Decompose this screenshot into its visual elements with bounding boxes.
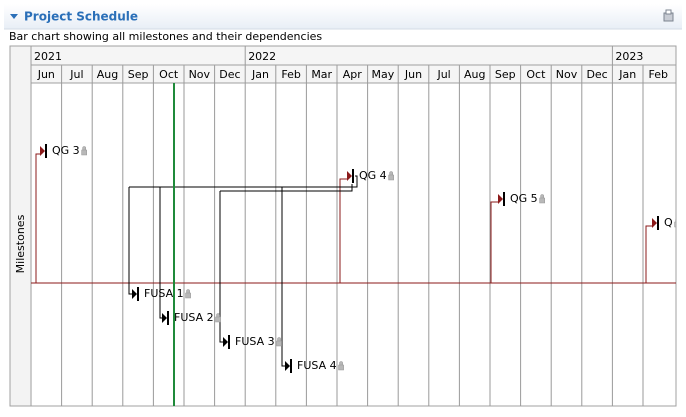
- month-label: Sep: [495, 68, 516, 81]
- month-label: Feb: [649, 68, 668, 81]
- lock-icon: [215, 313, 221, 323]
- milestone-marker: [167, 311, 169, 325]
- month-label: Jan: [251, 68, 269, 81]
- chart-frame: [9, 45, 677, 407]
- phase-connector: [35, 153, 41, 283]
- lock-icon: [276, 337, 282, 347]
- milestone-label: QG 4: [359, 169, 387, 182]
- month-label: May: [372, 68, 395, 81]
- milestone-arrow: [347, 171, 352, 181]
- milestone-marker: [290, 359, 292, 373]
- month-label: Aug: [97, 68, 118, 81]
- lock-icon: [81, 146, 87, 156]
- phase-connector: [645, 225, 653, 283]
- milestone-marker: [45, 144, 47, 158]
- dependency-line: [219, 191, 224, 343]
- lock-icon: [185, 289, 191, 299]
- phase-connector: [490, 201, 499, 283]
- year-label: 2022: [248, 50, 276, 63]
- lock-icon: [388, 171, 394, 181]
- subtitle: Bar chart showing all milestones and the…: [9, 30, 322, 43]
- month-label: Jan: [618, 68, 636, 81]
- milestone-arrow: [223, 337, 228, 347]
- section-header: [4, 4, 682, 29]
- milestone-label: FUSA 2: [174, 311, 214, 324]
- milestone-label: QG 3: [52, 144, 80, 157]
- year-label: 2021: [34, 50, 62, 63]
- print-icon[interactable]: [663, 9, 674, 22]
- month-label: Apr: [343, 68, 363, 81]
- milestone-label: FUSA 3: [235, 335, 275, 348]
- milestone-label: Q: [664, 216, 673, 229]
- month-label: Nov: [189, 68, 211, 81]
- milestone-label: FUSA 1: [144, 287, 184, 300]
- month-label: Dec: [219, 68, 240, 81]
- phase-connector: [339, 178, 348, 283]
- dependency-line: [128, 187, 133, 295]
- year-label: 2023: [615, 50, 643, 63]
- dependency-line: [220, 184, 353, 192]
- month-label: Jun: [404, 68, 422, 81]
- collapse-toggle[interactable]: [10, 14, 18, 19]
- row-label: Milestones: [14, 214, 27, 273]
- milestone-marker: [352, 169, 354, 183]
- milestone-arrow: [498, 194, 503, 204]
- month-label: Jul: [69, 68, 83, 81]
- month-label: Mar: [311, 68, 332, 81]
- milestone-arrow: [40, 146, 45, 156]
- lock-icon: [674, 218, 676, 228]
- section-title[interactable]: Project Schedule: [24, 10, 138, 24]
- month-label: Jun: [37, 68, 55, 81]
- month-label: Oct: [159, 68, 179, 81]
- month-label: Aug: [464, 68, 485, 81]
- milestone-arrow: [132, 289, 137, 299]
- month-label: Nov: [556, 68, 578, 81]
- month-label: Sep: [128, 68, 149, 81]
- month-label: Feb: [281, 68, 300, 81]
- lock-icon: [338, 361, 344, 371]
- dependency-line: [281, 187, 286, 367]
- milestone-marker: [503, 192, 505, 206]
- month-label: Jul: [436, 68, 450, 81]
- milestone-arrow: [652, 218, 657, 228]
- lock-icon: [539, 194, 545, 204]
- milestone-marker: [228, 335, 230, 349]
- milestone-marker: [657, 216, 659, 230]
- milestone-label: FUSA 4: [297, 359, 337, 372]
- milestone-arrow: [285, 361, 290, 371]
- month-label: Oct: [526, 68, 546, 81]
- milestone-arrow: [162, 313, 167, 323]
- milestone-label: QG 5: [510, 192, 538, 205]
- dependency-line: [129, 175, 358, 188]
- month-label: Dec: [586, 68, 607, 81]
- milestone-marker: [137, 287, 139, 301]
